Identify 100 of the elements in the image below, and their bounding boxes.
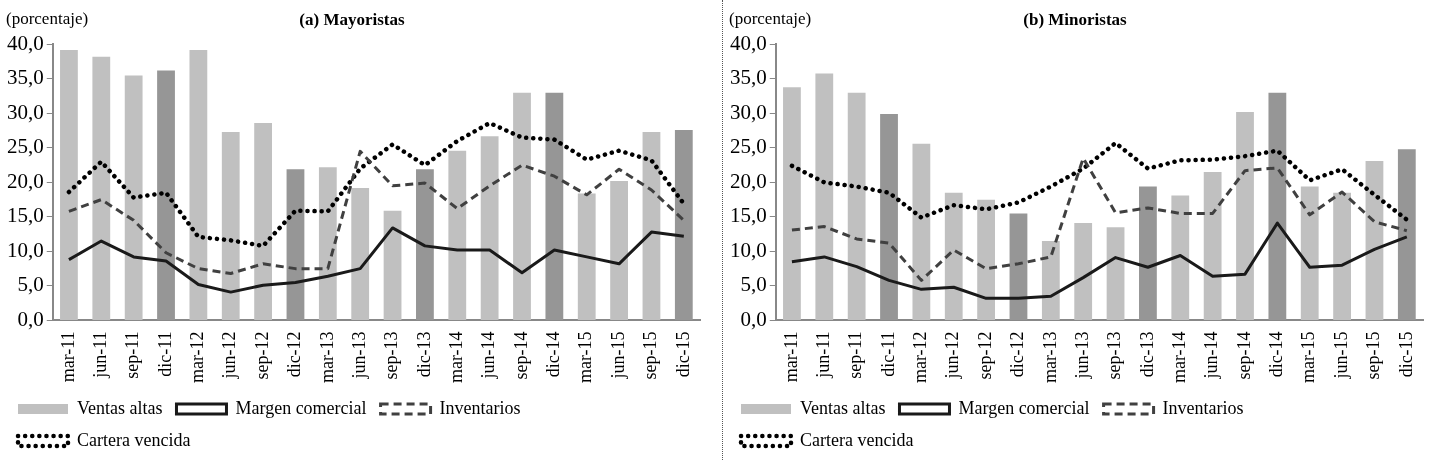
y-tick-label: 20,0: [7, 168, 44, 193]
y-tick-label: 30,0: [730, 99, 767, 124]
legend-label: Inventarios: [1162, 397, 1244, 418]
bar: [1268, 92, 1287, 320]
chart-title: (a) Mayoristas: [299, 9, 406, 29]
x-tick-label: dic-13: [413, 331, 434, 378]
line-series: [66, 120, 687, 249]
bar: [783, 87, 801, 320]
y-tick-label: 5,0: [740, 272, 767, 297]
bar: [221, 132, 240, 320]
y-tick-label: 40,0: [730, 30, 767, 55]
x-tick-label: dic-11: [154, 331, 175, 377]
legend-label: Inventarios: [439, 397, 521, 418]
bar: [1300, 186, 1319, 320]
bar: [577, 193, 596, 320]
bar: [545, 92, 564, 320]
x-tick-label: dic-14: [1266, 331, 1287, 378]
legend-label: Cartera vencida: [77, 429, 191, 450]
bar: [944, 192, 963, 320]
bar: [642, 132, 661, 320]
y-tick-label: 25,0: [730, 134, 767, 159]
x-tick-label: mar-14: [1169, 331, 1190, 384]
bar: [912, 143, 931, 320]
bar: [1397, 149, 1416, 320]
x-tick-label: jun-15: [607, 331, 628, 380]
bar: [351, 187, 370, 320]
legend-label: Cartera vencida: [800, 429, 914, 450]
bar: [286, 169, 305, 320]
x-tick-label: dic-15: [672, 331, 693, 378]
y-tick-label: 20,0: [730, 168, 767, 193]
bar: [1171, 195, 1190, 320]
bar: [60, 49, 78, 320]
x-tick-label: sep-14: [1233, 331, 1254, 380]
x-tick-label: jun-11: [90, 331, 111, 379]
y-tick-label: 40,0: [7, 30, 44, 55]
x-tick-label: sep-13: [1104, 331, 1125, 380]
bar: [674, 129, 693, 320]
x-tick-label: dic-15: [1395, 331, 1416, 378]
legend-label: Ventas altas: [77, 397, 163, 418]
bar: [124, 75, 143, 320]
x-tick-label: mar-11: [780, 331, 801, 383]
y-axis-title: (porcentaje): [6, 9, 89, 28]
bar: [1236, 112, 1254, 320]
y-tick-label: 0,0: [740, 306, 767, 331]
bar: [1139, 186, 1157, 320]
x-tick-label: sep-15: [640, 331, 661, 380]
bar: [1203, 172, 1222, 320]
x-tick-label: sep-12: [251, 331, 272, 380]
x-tick-label: jun-12: [942, 331, 963, 380]
bar: [1041, 241, 1060, 320]
bar: [448, 150, 467, 320]
y-tick-label: 5,0: [17, 272, 44, 297]
y-tick-label: 10,0: [7, 237, 44, 262]
bar: [416, 169, 434, 320]
x-tick-label: sep-12: [974, 331, 995, 380]
bar: [1333, 192, 1351, 320]
y-tick-label: 35,0: [730, 65, 767, 90]
bar: [318, 167, 337, 320]
bar: [157, 70, 175, 320]
x-tick-label: dic-13: [1136, 331, 1157, 378]
x-tick-label: dic-12: [1007, 331, 1028, 378]
x-tick-label: sep-14: [510, 331, 531, 380]
bar: [92, 56, 111, 320]
bar: [480, 136, 499, 320]
bar: [513, 92, 531, 320]
x-tick-label: mar-15: [575, 331, 596, 384]
x-tick-label: mar-14: [446, 331, 467, 384]
bar: [847, 92, 866, 320]
y-tick-label: 30,0: [7, 99, 44, 124]
x-tick-label: sep-11: [845, 331, 866, 379]
bar: [815, 73, 834, 320]
bar: [189, 49, 208, 320]
bar: [254, 123, 273, 320]
bar: [610, 181, 628, 320]
y-axis-title: (porcentaje): [729, 9, 812, 28]
y-tick-label: 15,0: [730, 203, 767, 228]
bar: [977, 199, 996, 320]
x-tick-label: jun-13: [1071, 331, 1092, 380]
x-tick-label: jun-11: [813, 331, 834, 379]
x-tick-label: sep-15: [1363, 331, 1384, 380]
legend-label: Margen comercial: [958, 397, 1090, 418]
bar: [1365, 161, 1384, 320]
x-tick-label: jun-13: [348, 331, 369, 380]
chart-title: (b) Minoristas: [1023, 9, 1128, 29]
x-tick-label: mar-12: [187, 331, 208, 384]
y-tick-label: 25,0: [7, 134, 44, 159]
bar: [1106, 227, 1125, 320]
x-tick-label: dic-12: [284, 331, 305, 378]
x-tick-label: jun-14: [1201, 331, 1222, 380]
y-tick-label: 10,0: [730, 237, 767, 262]
x-tick-label: sep-13: [381, 331, 402, 380]
line-series: [67, 149, 686, 275]
x-tick-label: mar-15: [1298, 331, 1319, 384]
x-tick-label: mar-13: [1039, 331, 1060, 384]
x-tick-label: jun-12: [219, 331, 240, 380]
y-tick-label: 0,0: [17, 306, 44, 331]
x-tick-label: mar-11: [57, 331, 78, 383]
x-tick-label: jun-14: [478, 331, 499, 380]
x-tick-label: dic-14: [543, 331, 564, 378]
bar: [1009, 213, 1028, 320]
